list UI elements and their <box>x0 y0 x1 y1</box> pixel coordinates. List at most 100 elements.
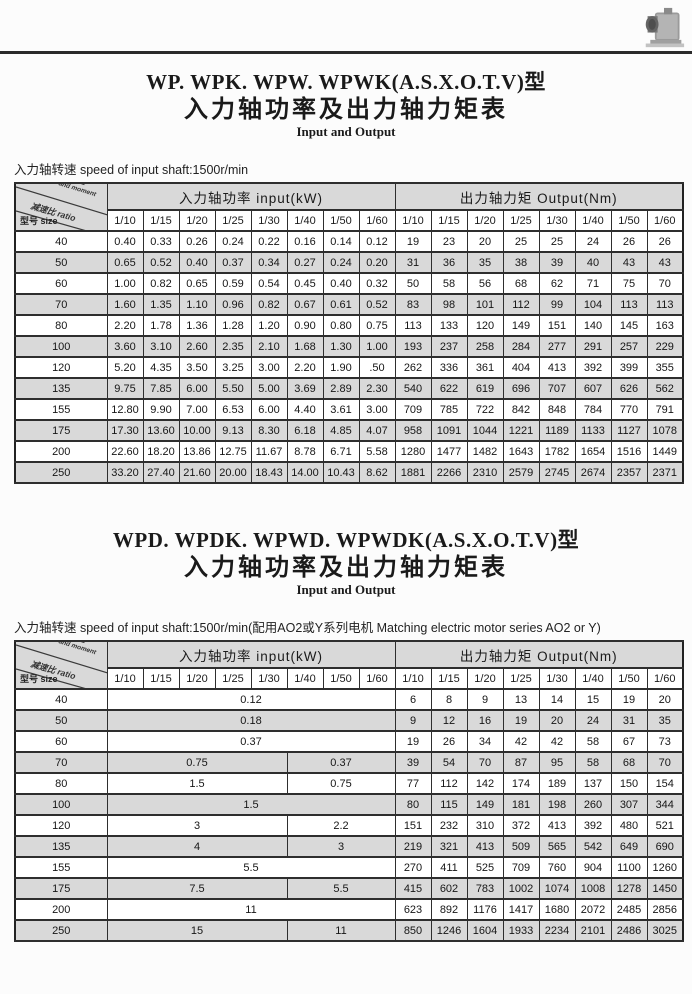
output-cell: 15 <box>574 688 612 711</box>
output-cell: 622 <box>430 377 468 400</box>
output-cell: 392 <box>574 356 612 379</box>
input-cell: 6.00 <box>178 377 216 400</box>
corner-cell: 功率及力矩 power and moment 减速比 ratio 型号 size <box>14 182 108 232</box>
input-cell: 1.35 <box>142 293 180 316</box>
input-cell: 1.00 <box>106 272 144 295</box>
output-cell: 480 <box>610 814 648 837</box>
output-cell: 26 <box>430 730 468 753</box>
output-cell: 415 <box>394 877 432 900</box>
output-cell: 607 <box>574 377 612 400</box>
input-group-header: 入力轴功率 input(kW) <box>106 182 396 211</box>
output-cell: 2745 <box>538 461 576 484</box>
input-cell: 11 <box>286 919 396 942</box>
input-cell: 0.40 <box>106 230 144 253</box>
size-cell: 50 <box>14 251 108 274</box>
output-cell: 77 <box>394 772 432 795</box>
output-cell: 95 <box>538 751 576 774</box>
output-cell: 50 <box>394 272 432 295</box>
table-row: 135 4 3 219 321 413 509 565 542 649 690 <box>14 835 684 858</box>
output-cell: 68 <box>610 751 648 774</box>
size-cell: 100 <box>14 793 108 816</box>
input-cell: 13.60 <box>142 419 180 442</box>
spec-table-wpd: 功率及力矩 power and moment 减速比 ratio 型号 size… <box>14 640 684 942</box>
output-cell: 2310 <box>466 461 504 484</box>
input-cell: 0.96 <box>214 293 252 316</box>
output-cell: 722 <box>466 398 504 421</box>
input-cell: 0.24 <box>322 251 360 274</box>
chinese-title: 入力轴功率及出力轴力矩表 <box>184 97 508 123</box>
output-cell: 39 <box>538 251 576 274</box>
output-cell: 565 <box>538 835 576 858</box>
output-cell: 42 <box>538 730 576 753</box>
output-cell: 35 <box>646 709 684 732</box>
input-cell: 2.35 <box>214 335 252 358</box>
input-cell: 7.5 <box>106 877 288 900</box>
output-cell: 20 <box>646 688 684 711</box>
input-cell: 1.30 <box>322 335 360 358</box>
output-cell: 336 <box>430 356 468 379</box>
ratio-header: 1/25 <box>502 667 540 690</box>
output-cell: 709 <box>502 856 540 879</box>
ratio-header: 1/25 <box>214 667 252 690</box>
ratio-header: 1/15 <box>142 209 180 232</box>
input-cell: 0.20 <box>358 251 396 274</box>
size-cell: 60 <box>14 730 108 753</box>
output-cell: 43 <box>610 251 648 274</box>
output-cell: 40 <box>574 251 612 274</box>
output-cell: 24 <box>574 709 612 732</box>
output-cell: 19 <box>394 230 432 253</box>
output-cell: 1278 <box>610 877 648 900</box>
table-row: 40 0.12 6 8 9 13 14 15 19 20 <box>14 688 684 711</box>
output-cell: 35 <box>466 251 504 274</box>
output-cell: 770 <box>610 398 648 421</box>
section-titles: WP. WPK. WPW. WPWK(A.S.X.O.T.V)型 入力轴功率及出… <box>0 70 692 139</box>
output-cell: 619 <box>466 377 504 400</box>
output-cell: 784 <box>574 398 612 421</box>
spec-table-wp: 功率及力矩 power and moment 减速比 ratio 型号 size… <box>14 182 684 484</box>
output-cell: 151 <box>538 314 576 337</box>
input-cell: 2.30 <box>358 377 396 400</box>
output-cell: 602 <box>430 877 468 900</box>
output-cell: 310 <box>466 814 504 837</box>
input-cell: 17.30 <box>106 419 144 442</box>
input-cell: 8.78 <box>286 440 324 463</box>
input-cell: 4.40 <box>286 398 324 421</box>
output-cell: 709 <box>394 398 432 421</box>
output-cell: 2266 <box>430 461 468 484</box>
input-cell: 1.10 <box>178 293 216 316</box>
output-cell: 270 <box>394 856 432 879</box>
size-cell: 40 <box>14 230 108 253</box>
output-cell: 1604 <box>466 919 504 942</box>
output-cell: 31 <box>610 709 648 732</box>
output-cell: 262 <box>394 356 432 379</box>
output-cell: 36 <box>430 251 468 274</box>
table-row: 100 1.5 80 115 149 181 198 260 307 344 <box>14 793 684 816</box>
output-cell: 649 <box>610 835 648 858</box>
output-cell: 87 <box>502 751 540 774</box>
input-cell: 2.20 <box>106 314 144 337</box>
input-cell: 7.00 <box>178 398 216 421</box>
output-cell: 58 <box>430 272 468 295</box>
size-cell: 50 <box>14 709 108 732</box>
input-cell: 5.50 <box>214 377 252 400</box>
input-cell: 33.20 <box>106 461 144 484</box>
output-cell: 2357 <box>610 461 648 484</box>
output-cell: 174 <box>502 772 540 795</box>
ratio-header: 1/60 <box>646 667 684 690</box>
output-cell: 509 <box>502 835 540 858</box>
output-cell: 783 <box>466 877 504 900</box>
input-cell: 5.00 <box>250 377 288 400</box>
output-cell: 154 <box>646 772 684 795</box>
ratio-header: 1/25 <box>214 209 252 232</box>
size-cell: 200 <box>14 440 108 463</box>
output-cell: 392 <box>574 814 612 837</box>
input-cell: 7.85 <box>142 377 180 400</box>
size-cell: 120 <box>14 814 108 837</box>
input-cell: 18.20 <box>142 440 180 463</box>
output-group-header: 出力轴力矩 Output(Nm) <box>394 182 684 211</box>
speed-note: 入力轴转速 speed of input shaft:1500r/min <box>14 163 249 177</box>
input-cell: 9.75 <box>106 377 144 400</box>
output-cell: 9 <box>394 709 432 732</box>
size-cell: 175 <box>14 419 108 442</box>
output-cell: 404 <box>502 356 540 379</box>
